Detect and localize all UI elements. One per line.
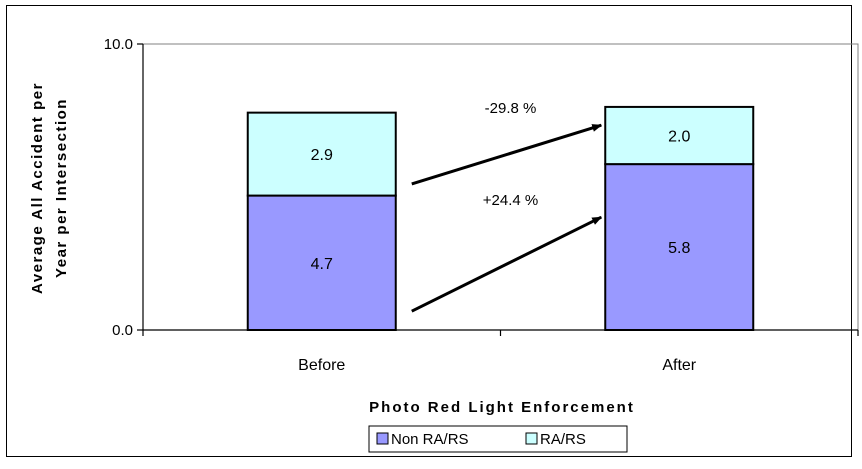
data-label-after-ra-rs: 2.0 [668, 129, 690, 146]
legend-label-ra-rs: RA/RS [540, 431, 586, 448]
data-label-after-non-ra-rs: 5.8 [668, 240, 690, 257]
annotation-non-ra-rs-change: +24.4 % [483, 192, 538, 209]
bar-after-ra-rs [604, 105, 755, 166]
data-label-before-non-ra-rs: 4.7 [311, 256, 333, 273]
legend-swatch-ra-rs [525, 432, 538, 445]
bar-before-ra-rs [246, 111, 397, 197]
x-tick-label-after: After [662, 357, 696, 374]
bar-before-non-ra-rs [246, 194, 397, 331]
y-tick-label-10: 10.0 [104, 36, 133, 53]
y-axis-title-line-2: Year per Intersection [53, 98, 70, 278]
annotation-ra-rs-change: -29.8 % [485, 100, 537, 117]
bar-after-non-ra-rs [604, 163, 755, 331]
legend: Non RA/RS RA/RS [368, 425, 628, 453]
legend-box [368, 425, 628, 453]
legend-swatch-non-ra-rs [376, 432, 389, 445]
y-tick-label-0: 0.0 [112, 322, 133, 339]
data-label-before-ra-rs: 2.9 [311, 147, 333, 164]
x-axis-title: Photo Red Light Enforcement [369, 399, 635, 416]
change-arrow-0 [411, 123, 603, 186]
change-arrow-1 [411, 215, 603, 313]
legend-label-non-ra-rs: Non RA/RS [391, 431, 469, 448]
x-tick-label-before: Before [298, 357, 345, 374]
y-axis-title-line-1: Average All Accident per [29, 82, 46, 294]
